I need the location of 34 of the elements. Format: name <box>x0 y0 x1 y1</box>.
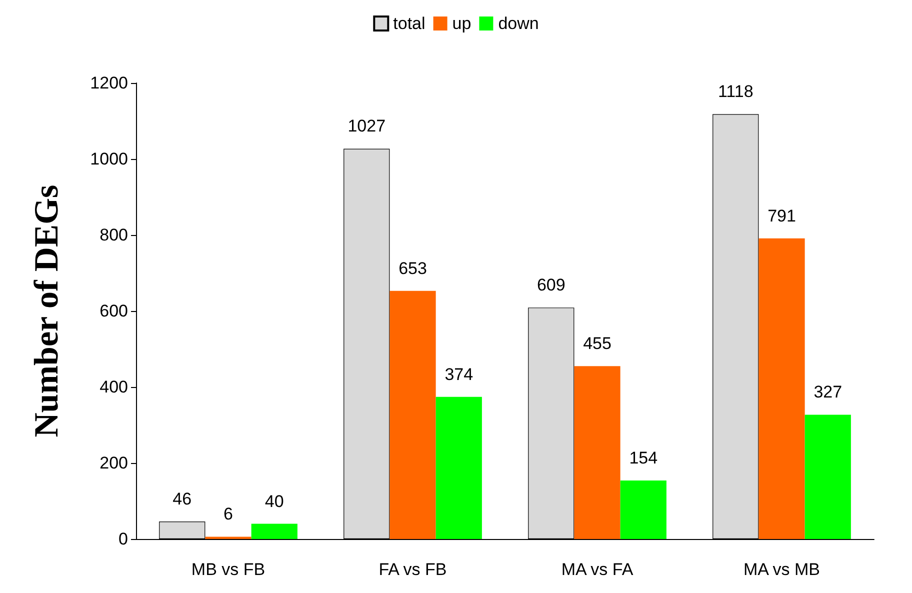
data-label: 1118 <box>718 82 754 102</box>
data-label: 40 <box>264 492 284 511</box>
bar <box>620 480 666 539</box>
data-label: 1027 <box>348 116 386 136</box>
y-tick-label: 1000 <box>90 150 128 168</box>
data-label: 609 <box>536 276 566 295</box>
bar <box>758 238 805 539</box>
data-label: 327 <box>814 382 842 402</box>
bar <box>390 290 436 539</box>
y-tick-label: 800 <box>100 226 128 244</box>
data-label: 46 <box>172 490 192 509</box>
x-tick-label: MA vs MB <box>743 560 820 579</box>
bar <box>251 524 298 539</box>
y-axis-title: Number of DEGs <box>28 184 66 438</box>
data-label: 653 <box>398 258 427 278</box>
y-tick-label: 0 <box>118 530 128 548</box>
bar <box>804 414 851 539</box>
data-label: 374 <box>444 364 474 384</box>
legend-label: up <box>452 14 472 33</box>
bar <box>436 396 482 539</box>
data-label: 154 <box>629 448 658 468</box>
y-tick-label: 200 <box>100 454 128 472</box>
legend-label: down <box>498 14 539 33</box>
data-label: 6 <box>224 504 233 524</box>
x-tick-label: MA vs FA <box>561 560 634 579</box>
bar <box>574 366 620 539</box>
y-tick-label: 400 <box>100 378 128 396</box>
y-tick-label: 600 <box>100 302 128 320</box>
x-tick-label: MB vs FB <box>191 560 266 579</box>
legend-label: total <box>393 14 426 33</box>
data-label: 455 <box>583 334 612 354</box>
data-label: 791 <box>768 206 796 226</box>
x-tick-label: FA vs FB <box>378 560 447 579</box>
y-tick-label: 1200 <box>90 74 128 92</box>
